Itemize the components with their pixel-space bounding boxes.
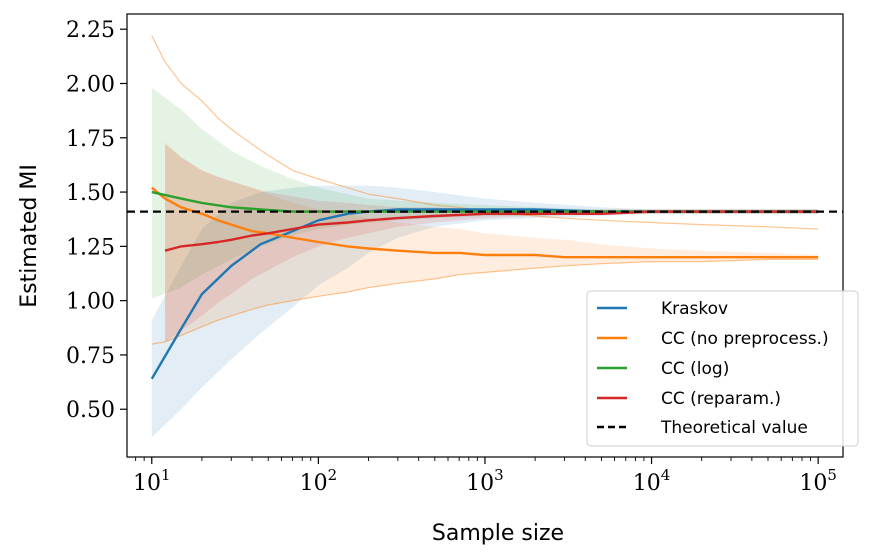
y-axis-ticks: 0.50 0.75 1.00 1.25 1.50 1.75 2.00 2.25 xyxy=(66,18,127,423)
x-tick-label: 104 xyxy=(633,466,671,496)
legend-label-cc-no-preprocess: CC (no preprocess.) xyxy=(661,329,829,349)
y-tick-label: 1.00 xyxy=(66,290,115,315)
cc-no-preprocess-thin-upper-line xyxy=(151,35,819,230)
y-axis-title: Estimated MI xyxy=(17,164,42,308)
x-tick-label: 103 xyxy=(466,466,504,496)
confidence-bands xyxy=(151,87,819,438)
band-cc-log xyxy=(151,87,819,299)
x-tick-label: 105 xyxy=(799,466,837,496)
legend: Kraskov CC (no preprocess.) CC (log) CC … xyxy=(586,290,859,447)
y-tick-label: 2.25 xyxy=(66,18,115,43)
band-kraskov xyxy=(151,185,819,438)
cc-no-preprocess-thin-lower-line xyxy=(151,258,819,345)
legend-label-kraskov: Kraskov xyxy=(661,299,728,319)
y-tick-label: 0.75 xyxy=(66,344,115,369)
y-tick-label: 1.25 xyxy=(66,235,115,260)
series-line-cc-no-preprocess xyxy=(151,186,819,259)
legend-label-cc-reparam: CC (reparam.) xyxy=(661,389,781,409)
x-axis-ticks: 101 102 103 104 105 xyxy=(133,457,837,496)
orange-envelope-lines xyxy=(151,35,819,345)
y-tick-label: 1.50 xyxy=(66,181,115,206)
y-tick-label: 1.75 xyxy=(66,127,115,152)
legend-label-theoretical: Theoretical value xyxy=(660,418,808,438)
x-axis-title: Sample size xyxy=(432,521,564,546)
x-tick-label: 102 xyxy=(300,466,338,496)
x-tick-label: 101 xyxy=(133,466,171,496)
band-cc-reparam xyxy=(165,144,819,342)
y-tick-label: 0.50 xyxy=(66,398,115,423)
legend-box xyxy=(586,290,859,447)
series-line-cc-reparam xyxy=(164,210,819,252)
legend-label-cc-log: CC (log) xyxy=(661,359,729,379)
band-cc-no-preprocess xyxy=(165,142,819,342)
y-tick-label: 2.00 xyxy=(66,72,115,97)
